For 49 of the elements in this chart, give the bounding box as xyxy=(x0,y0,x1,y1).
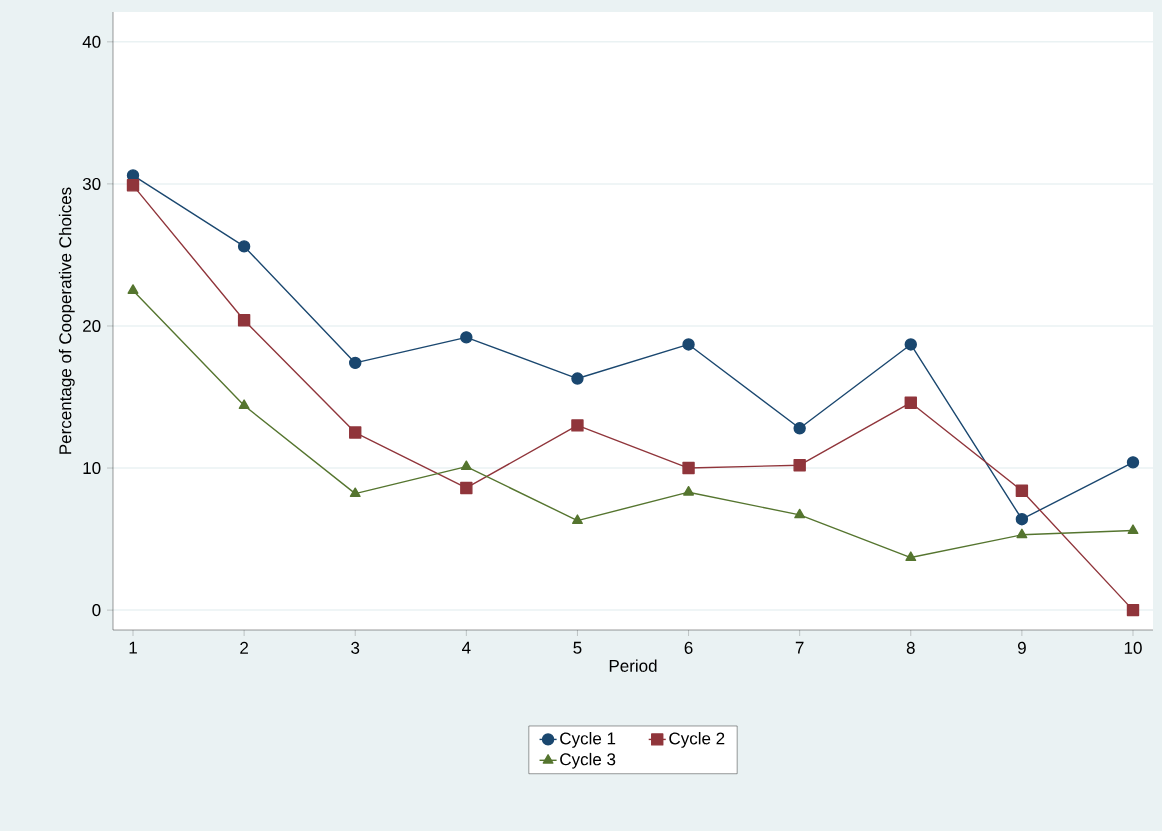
point xyxy=(1015,512,1029,526)
point xyxy=(1016,528,1028,539)
point xyxy=(682,461,695,475)
y-axis-title: Percentage of Cooperative Choices xyxy=(58,187,75,454)
point xyxy=(237,240,251,253)
x-tick-label: 4 xyxy=(462,641,471,654)
x-tick-label: 2 xyxy=(240,641,248,654)
x-tick-label: 7 xyxy=(795,641,804,654)
point xyxy=(349,487,361,498)
point xyxy=(238,399,250,409)
point xyxy=(571,514,583,525)
y-tick-label: 40 xyxy=(82,35,101,48)
x-tick-label: 9 xyxy=(1017,641,1026,654)
x-tick-label: 5 xyxy=(573,641,582,654)
point xyxy=(794,508,806,519)
point xyxy=(904,338,917,351)
point xyxy=(460,481,473,495)
legend-label: Cycle 3 xyxy=(560,752,616,769)
y-tick-label: 0 xyxy=(92,604,101,617)
point xyxy=(1126,456,1140,469)
point xyxy=(1127,524,1139,534)
point xyxy=(460,331,473,344)
point xyxy=(349,426,362,439)
point xyxy=(349,356,362,370)
x-axis-title: Period xyxy=(609,659,657,672)
point xyxy=(683,485,695,496)
point xyxy=(682,338,695,351)
point xyxy=(904,396,917,409)
point xyxy=(127,284,139,294)
point xyxy=(460,460,472,471)
point xyxy=(793,422,806,435)
point xyxy=(237,314,251,327)
point xyxy=(571,372,584,385)
legend-label: Cycle 2 xyxy=(669,732,725,748)
x-tick-label: 8 xyxy=(906,641,915,654)
x-tick-label: 3 xyxy=(351,641,360,654)
point xyxy=(126,179,140,192)
x-tick-label: 6 xyxy=(684,641,693,654)
point xyxy=(571,419,584,432)
point xyxy=(1126,603,1140,617)
point xyxy=(793,459,806,472)
point xyxy=(905,551,917,561)
y-tick-label: 10 xyxy=(83,462,101,475)
y-tick-label: 20 xyxy=(83,319,101,332)
point xyxy=(1015,484,1029,497)
x-tick-label: 10 xyxy=(1124,641,1142,654)
x-tick-label: 1 xyxy=(129,641,137,654)
legend-label: Cycle 1 xyxy=(560,732,616,748)
y-tick-label: 30 xyxy=(82,177,101,190)
